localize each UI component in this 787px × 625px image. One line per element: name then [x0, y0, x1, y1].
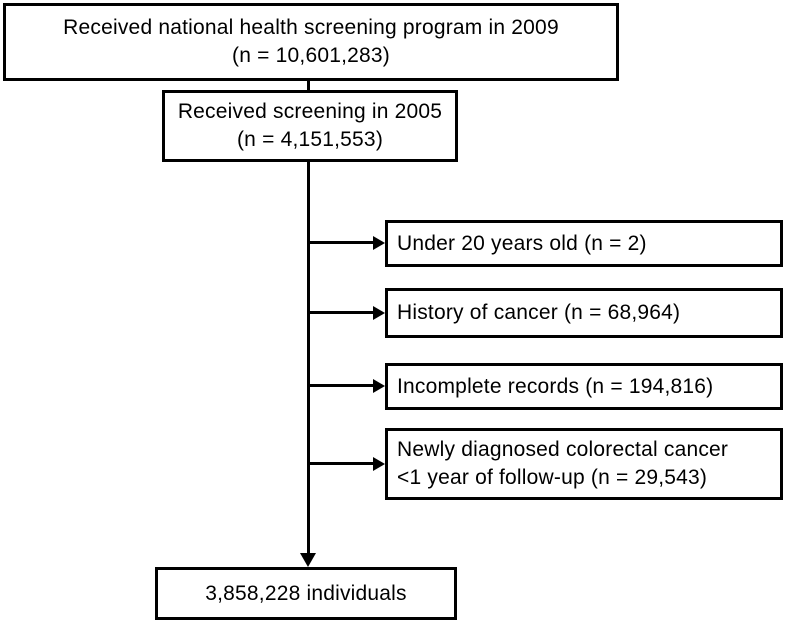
- box-screening-2005: Received screening in 2005 (n = 4,151,55…: [162, 90, 458, 162]
- branch-line-under-20: [308, 241, 374, 244]
- box-exclusion-colorectal-cancer: Newly diagnosed colorectal cancer <1 yea…: [385, 428, 783, 500]
- box-final-count-line1: 3,858,228 individuals: [205, 581, 407, 605]
- box-screening-2005-line2: (n = 4,151,553): [236, 128, 384, 151]
- box-screening-2009-line2: (n = 10,601,283): [232, 44, 390, 67]
- connector-main-vertical: [307, 162, 310, 554]
- branch-line-colorectal-cancer: [308, 462, 374, 465]
- box-screening-2005-line1: Received screening in 2005: [177, 100, 443, 124]
- box-exclusion-history-cancer-line1: History of cancer (n = 68,964): [397, 301, 681, 325]
- box-exclusion-under-20-line1: Under 20 years old (n = 2): [397, 231, 647, 255]
- box-exclusion-colorectal-cancer-line2: <1 year of follow-up (n = 29,543): [397, 466, 708, 489]
- arrowhead-right-icon: [373, 457, 385, 471]
- box-exclusion-colorectal-cancer-line1: Newly diagnosed colorectal cancer: [397, 438, 729, 462]
- box-final-count: 3,858,228 individuals: [155, 567, 457, 620]
- arrowhead-down-icon: [300, 553, 316, 567]
- arrowhead-right-icon: [373, 236, 385, 250]
- arrowhead-right-icon: [373, 379, 385, 393]
- box-exclusion-incomplete-records: Incomplete records (n = 194,816): [385, 363, 783, 410]
- box-screening-2009: Received national health screening progr…: [3, 3, 619, 81]
- box-exclusion-under-20: Under 20 years old (n = 2): [385, 220, 783, 267]
- box-exclusion-incomplete-records-line1: Incomplete records (n = 194,816): [397, 374, 714, 398]
- arrowhead-right-icon: [373, 306, 385, 320]
- box-screening-2009-line1: Received national health screening progr…: [63, 16, 559, 40]
- box-exclusion-history-cancer: History of cancer (n = 68,964): [385, 288, 783, 338]
- branch-line-incomplete-records: [308, 384, 374, 387]
- connector-top-to-second: [307, 81, 310, 90]
- branch-line-history-cancer: [308, 311, 374, 314]
